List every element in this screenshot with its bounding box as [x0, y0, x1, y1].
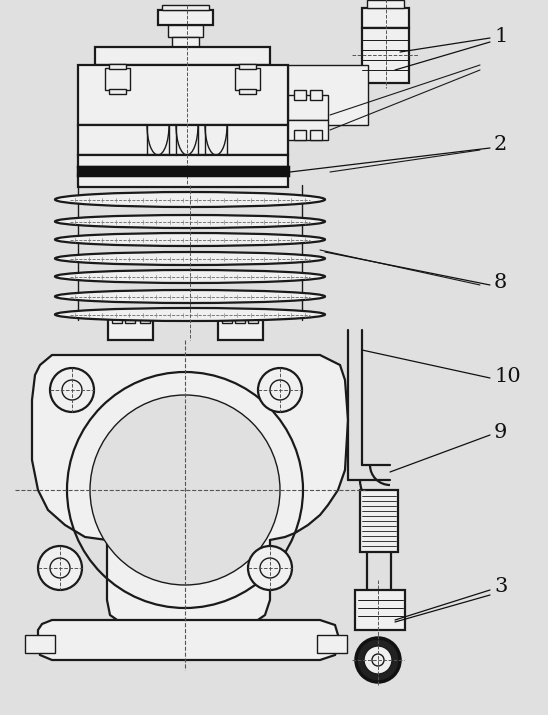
- Bar: [78, 167, 288, 175]
- Polygon shape: [32, 355, 348, 625]
- Ellipse shape: [55, 270, 325, 283]
- Bar: [78, 125, 288, 155]
- Text: 9: 9: [494, 423, 507, 441]
- Bar: [294, 90, 306, 100]
- Ellipse shape: [55, 290, 325, 303]
- Bar: [78, 155, 288, 167]
- Circle shape: [90, 395, 280, 585]
- Text: 8: 8: [494, 274, 507, 292]
- Bar: [239, 64, 256, 69]
- Circle shape: [364, 646, 392, 674]
- Bar: [105, 68, 130, 90]
- Bar: [118, 314, 143, 319]
- Bar: [172, 37, 199, 47]
- Ellipse shape: [55, 252, 325, 265]
- Circle shape: [50, 368, 94, 412]
- Bar: [310, 130, 322, 140]
- Bar: [78, 65, 288, 125]
- Text: 10: 10: [494, 367, 521, 385]
- Text: 2: 2: [494, 136, 507, 154]
- Bar: [294, 130, 306, 140]
- Bar: [288, 95, 328, 120]
- Bar: [317, 635, 347, 653]
- Ellipse shape: [55, 308, 325, 321]
- Bar: [108, 318, 153, 340]
- Bar: [25, 635, 55, 653]
- Bar: [355, 590, 405, 630]
- Circle shape: [38, 546, 82, 590]
- Bar: [235, 315, 245, 323]
- Bar: [228, 314, 253, 319]
- Circle shape: [248, 546, 292, 590]
- Circle shape: [356, 638, 400, 682]
- Bar: [109, 64, 126, 69]
- Bar: [222, 315, 232, 323]
- Bar: [362, 28, 409, 83]
- Bar: [78, 175, 288, 187]
- Bar: [362, 8, 409, 28]
- Bar: [367, 0, 404, 8]
- Bar: [109, 89, 126, 94]
- Circle shape: [258, 368, 302, 412]
- Ellipse shape: [55, 233, 325, 246]
- Bar: [288, 65, 368, 125]
- Ellipse shape: [55, 192, 325, 207]
- Bar: [218, 318, 263, 340]
- Ellipse shape: [55, 215, 325, 228]
- Bar: [112, 315, 122, 323]
- Bar: [235, 68, 260, 90]
- Bar: [239, 89, 256, 94]
- Bar: [248, 315, 258, 323]
- Bar: [125, 315, 135, 323]
- Text: 1: 1: [494, 26, 507, 46]
- Bar: [360, 490, 398, 552]
- Bar: [310, 90, 322, 100]
- Bar: [158, 10, 213, 25]
- Bar: [288, 120, 328, 140]
- Bar: [168, 25, 203, 37]
- Bar: [162, 5, 209, 10]
- Bar: [140, 315, 150, 323]
- Bar: [95, 47, 270, 65]
- Polygon shape: [38, 620, 338, 660]
- Text: 3: 3: [494, 578, 507, 596]
